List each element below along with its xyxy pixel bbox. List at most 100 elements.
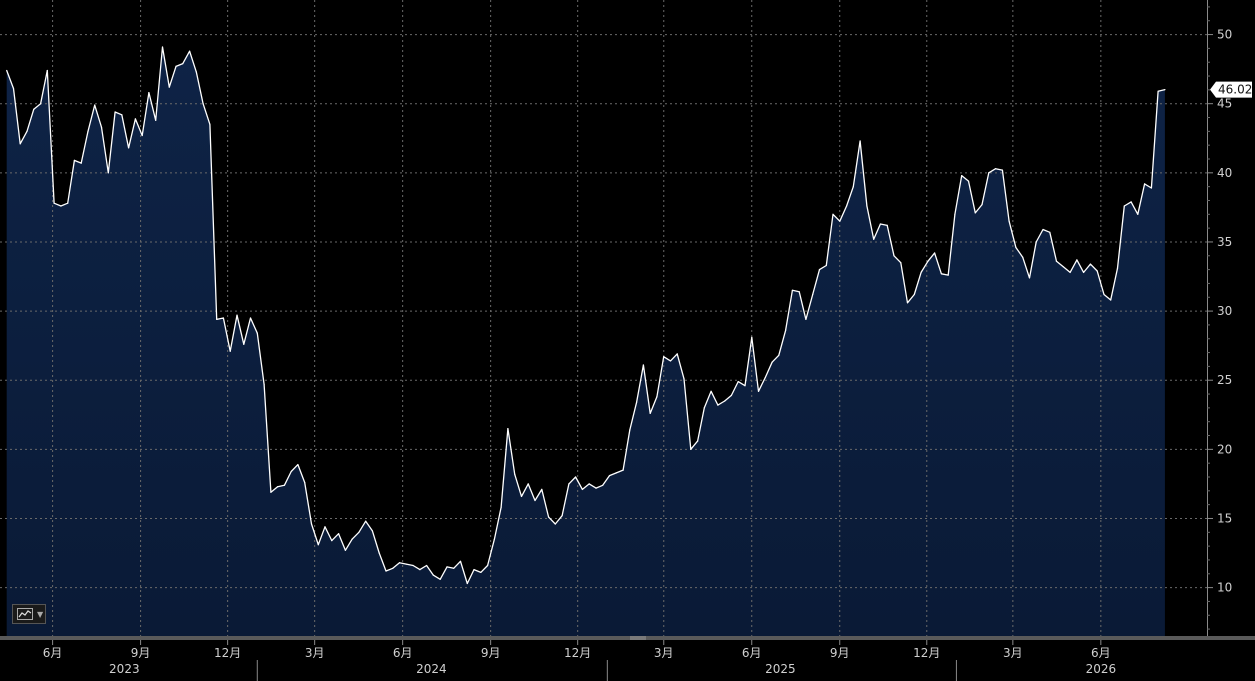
data-point bbox=[487, 564, 489, 567]
y-tick-label: 15 bbox=[1217, 511, 1232, 525]
x-tick-label: 3月 bbox=[654, 646, 674, 660]
year-label: 2023 bbox=[109, 662, 140, 676]
last-value-marker: 46.02 bbox=[1210, 81, 1252, 98]
data-point bbox=[175, 65, 177, 67]
x-tick-label: 12月 bbox=[913, 646, 940, 660]
data-point bbox=[676, 353, 678, 355]
data-point bbox=[825, 264, 827, 267]
data-point bbox=[277, 486, 279, 488]
x-axis-ticks: 6月 9月 12月 3月 6月 9月 12月 3月 6月 9月 12月 3月 6月 bbox=[43, 640, 1111, 660]
year-labels: 2023 2024 2025 2026 bbox=[109, 660, 1116, 681]
data-point bbox=[1049, 231, 1051, 233]
data-point bbox=[846, 205, 848, 207]
data-point bbox=[710, 390, 712, 392]
data-point bbox=[94, 104, 96, 106]
data-point bbox=[608, 475, 611, 477]
data-point bbox=[757, 390, 760, 392]
data-point bbox=[338, 533, 340, 535]
data-point bbox=[270, 491, 272, 493]
data-point bbox=[798, 291, 800, 293]
data-point bbox=[114, 111, 116, 113]
data-point bbox=[913, 293, 915, 296]
x-tick-label: 9月 bbox=[481, 646, 501, 660]
data-point bbox=[988, 172, 990, 174]
gridlines bbox=[0, 0, 1207, 636]
data-point bbox=[602, 484, 604, 486]
data-point bbox=[121, 114, 123, 116]
data-point bbox=[1015, 246, 1017, 249]
data-point bbox=[466, 582, 468, 585]
data-point bbox=[310, 523, 313, 525]
data-point bbox=[256, 332, 258, 334]
data-point bbox=[1001, 169, 1004, 171]
data-point bbox=[263, 383, 265, 385]
x-tick-label: 12月 bbox=[564, 646, 591, 660]
data-point bbox=[344, 549, 346, 551]
data-point bbox=[398, 562, 401, 564]
data-point bbox=[229, 350, 231, 352]
data-point bbox=[1144, 183, 1146, 185]
series-area bbox=[6, 47, 1165, 636]
y-tick-label: 35 bbox=[1217, 235, 1232, 249]
last-value-label: 46.02 bbox=[1218, 83, 1252, 97]
data-point bbox=[1083, 271, 1085, 273]
data-point bbox=[507, 428, 509, 430]
data-point bbox=[1164, 89, 1166, 91]
data-point bbox=[439, 578, 441, 580]
data-point bbox=[642, 364, 645, 366]
data-point bbox=[1157, 90, 1159, 92]
data-point bbox=[520, 495, 523, 497]
data-point bbox=[67, 202, 69, 204]
data-point bbox=[80, 162, 82, 164]
data-point bbox=[1035, 241, 1037, 243]
x-tick-label: 6月 bbox=[742, 646, 762, 660]
data-point bbox=[805, 318, 807, 320]
y-tick-label: 20 bbox=[1217, 442, 1232, 456]
data-point bbox=[1089, 263, 1091, 265]
data-point bbox=[459, 560, 462, 562]
data-point bbox=[1110, 299, 1112, 301]
data-point bbox=[697, 440, 699, 442]
axes bbox=[0, 0, 1255, 640]
data-point bbox=[168, 86, 170, 88]
data-point bbox=[19, 143, 21, 145]
data-point bbox=[371, 530, 373, 532]
series-line bbox=[6, 46, 1166, 585]
data-point bbox=[751, 336, 753, 338]
y-tick-label: 10 bbox=[1217, 581, 1232, 595]
data-point bbox=[100, 126, 103, 128]
data-point bbox=[33, 108, 35, 110]
data-point bbox=[480, 571, 482, 574]
data-point bbox=[554, 523, 556, 525]
data-point bbox=[297, 464, 299, 466]
y-tick-label: 40 bbox=[1217, 166, 1232, 180]
data-point bbox=[392, 567, 394, 569]
data-point bbox=[1055, 260, 1058, 262]
data-point bbox=[954, 213, 956, 215]
data-point bbox=[202, 103, 204, 105]
data-point bbox=[683, 378, 685, 380]
data-point bbox=[873, 238, 875, 240]
x-tick-label: 9月 bbox=[830, 646, 850, 660]
data-point bbox=[107, 172, 109, 174]
data-point bbox=[947, 274, 949, 276]
data-point bbox=[236, 314, 238, 316]
x-tick-label: 6月 bbox=[43, 646, 63, 660]
y-tick-label: 25 bbox=[1217, 373, 1232, 387]
data-point bbox=[588, 483, 590, 485]
series-line-layer bbox=[6, 46, 1166, 585]
data-point bbox=[317, 544, 319, 546]
data-point bbox=[134, 118, 136, 120]
data-point bbox=[561, 515, 563, 517]
data-point bbox=[839, 220, 841, 222]
data-point bbox=[40, 103, 42, 105]
data-point bbox=[1123, 205, 1125, 207]
data-point bbox=[764, 376, 766, 379]
data-point bbox=[744, 385, 746, 387]
data-point bbox=[385, 570, 387, 572]
chart-type-button[interactable]: ▼ bbox=[12, 604, 46, 624]
data-point bbox=[358, 531, 360, 533]
data-point bbox=[778, 354, 780, 356]
data-point bbox=[595, 487, 597, 489]
